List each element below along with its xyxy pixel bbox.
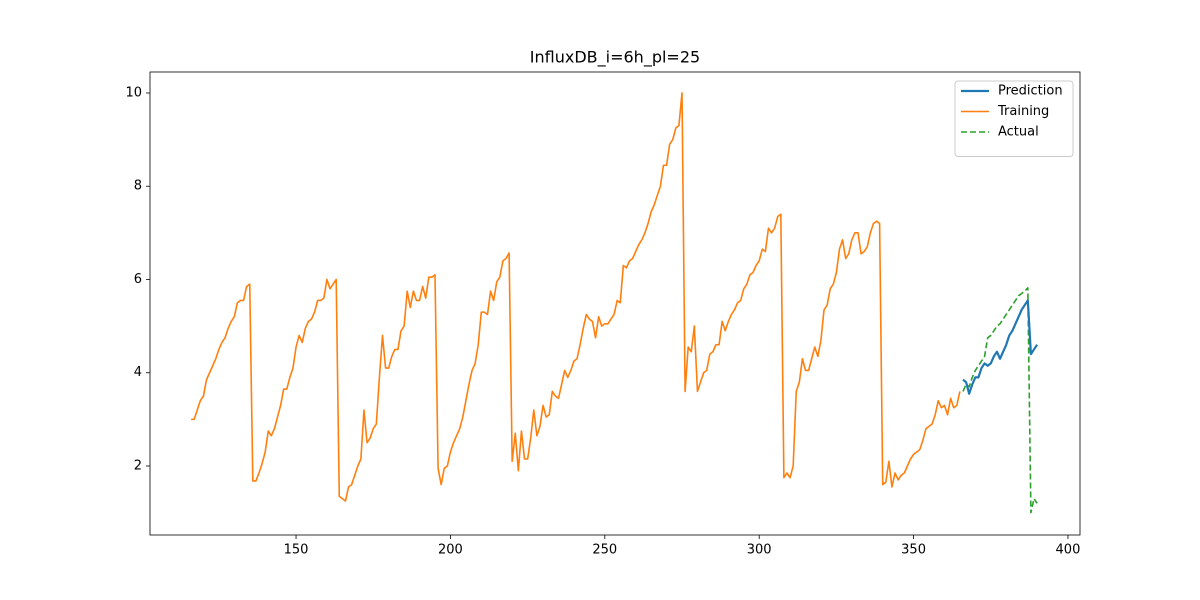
y-tick-label: 2: [134, 458, 142, 473]
x-tick-label: 300: [747, 543, 772, 558]
legend-label: Training: [997, 104, 1049, 119]
y-tick-label: 4: [134, 365, 142, 380]
x-tick-label: 150: [284, 543, 309, 558]
plot-frame: [149, 71, 1081, 536]
x-tick-label: 200: [438, 543, 463, 558]
chart-title: InfluxDB_i=6h_pl=25: [530, 48, 700, 68]
y-tick-label: 8: [134, 179, 142, 194]
series-line: [191, 92, 961, 502]
legend-label: Prediction: [998, 84, 1063, 99]
x-tick-label: 350: [901, 543, 926, 558]
series-line: [962, 287, 1038, 514]
x-tick-label: 400: [1056, 543, 1081, 558]
legend-box: [954, 80, 1074, 157]
x-tick-label: 250: [592, 543, 617, 558]
y-tick-label: 6: [134, 272, 142, 287]
y-tick-label: 10: [125, 85, 142, 100]
series-line: [962, 299, 1038, 395]
legend-label: Actual: [998, 125, 1039, 140]
